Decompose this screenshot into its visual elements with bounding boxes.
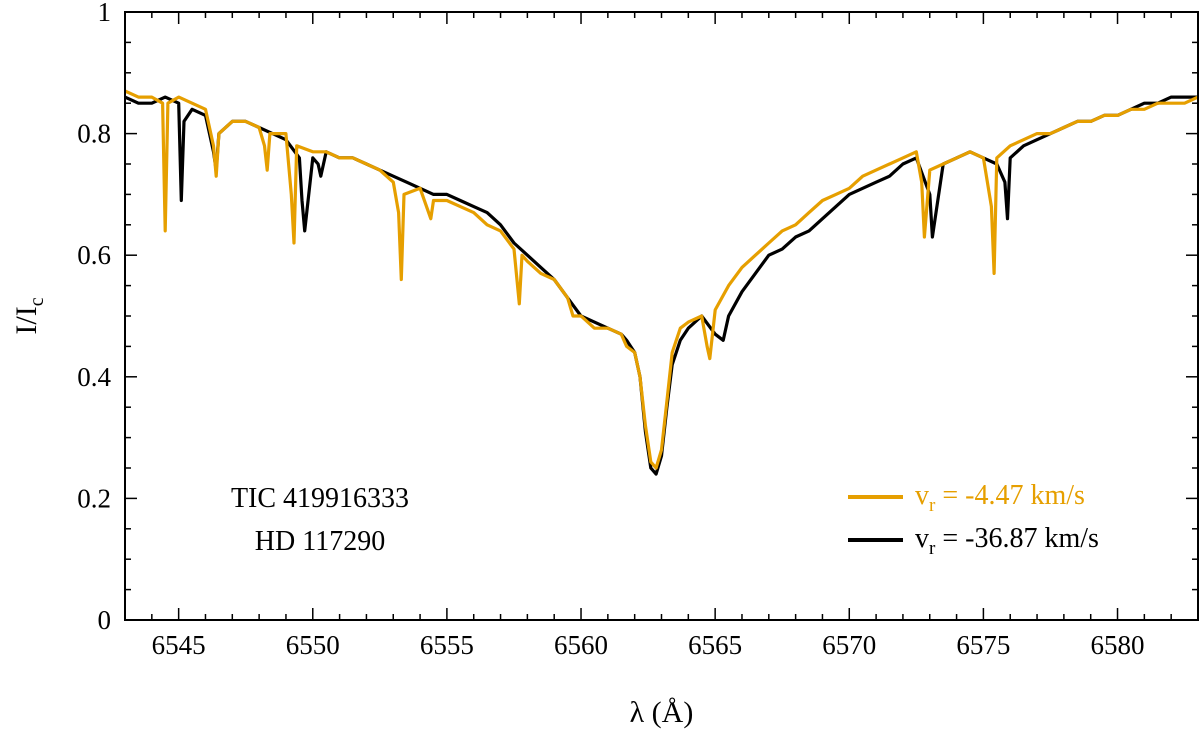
y-tick-label: 0.4 [77, 362, 111, 392]
annotation-tic-id: TIC 419916333 [231, 483, 409, 514]
y-tick-label: 0 [98, 605, 112, 635]
x-tick-label: 6570 [822, 630, 876, 660]
x-tick-label: 6555 [420, 630, 474, 660]
y-tick-label: 0.2 [77, 483, 111, 513]
legend-label-series-1-main: v [915, 480, 929, 511]
annotation-hd-id: HD 117290 [255, 526, 385, 557]
y-tick-label: 1 [98, 0, 112, 27]
legend-label-series-2-sub: r [929, 538, 936, 559]
x-tick-label: 6575 [956, 630, 1010, 660]
y-axis-label: I/Ic [10, 297, 48, 334]
y-axis-label-sub: c [26, 297, 48, 306]
x-tick-label: 6545 [152, 630, 206, 660]
x-tick-label: 6550 [286, 630, 340, 660]
y-axis-label-main: I/I [10, 306, 43, 334]
legend-label-series-1-rest: = -4.47 km/s [935, 480, 1085, 511]
x-tick-label: 6560 [554, 630, 608, 660]
legend-label-series-2-main: v [915, 523, 929, 554]
series-layer [124, 89, 1199, 476]
y-tick-label: 0.6 [77, 240, 111, 270]
legend-label-series-1: vr = -4.47 km/s [915, 480, 1085, 516]
legend-label-series-1-sub: r [929, 495, 936, 516]
x-tick-label: 6580 [1091, 630, 1145, 660]
legend: vr = -4.47 km/s vr = -36.87 km/s [848, 480, 1099, 559]
legend-label-series-2-rest: = -36.87 km/s [935, 523, 1099, 554]
series-line-1 [124, 89, 1199, 470]
legend-label-series-2: vr = -36.87 km/s [915, 523, 1099, 559]
x-axis-label: λ (Å) [630, 696, 694, 729]
series-line-2 [124, 95, 1198, 476]
x-tick-label: 6565 [688, 630, 742, 660]
ticks-layer: 6545 6550 6555 6560 6565 6570 6575 6580 0 0.2 0.4 0… [77, 0, 1199, 660]
y-tick-label: 0.8 [77, 119, 111, 149]
